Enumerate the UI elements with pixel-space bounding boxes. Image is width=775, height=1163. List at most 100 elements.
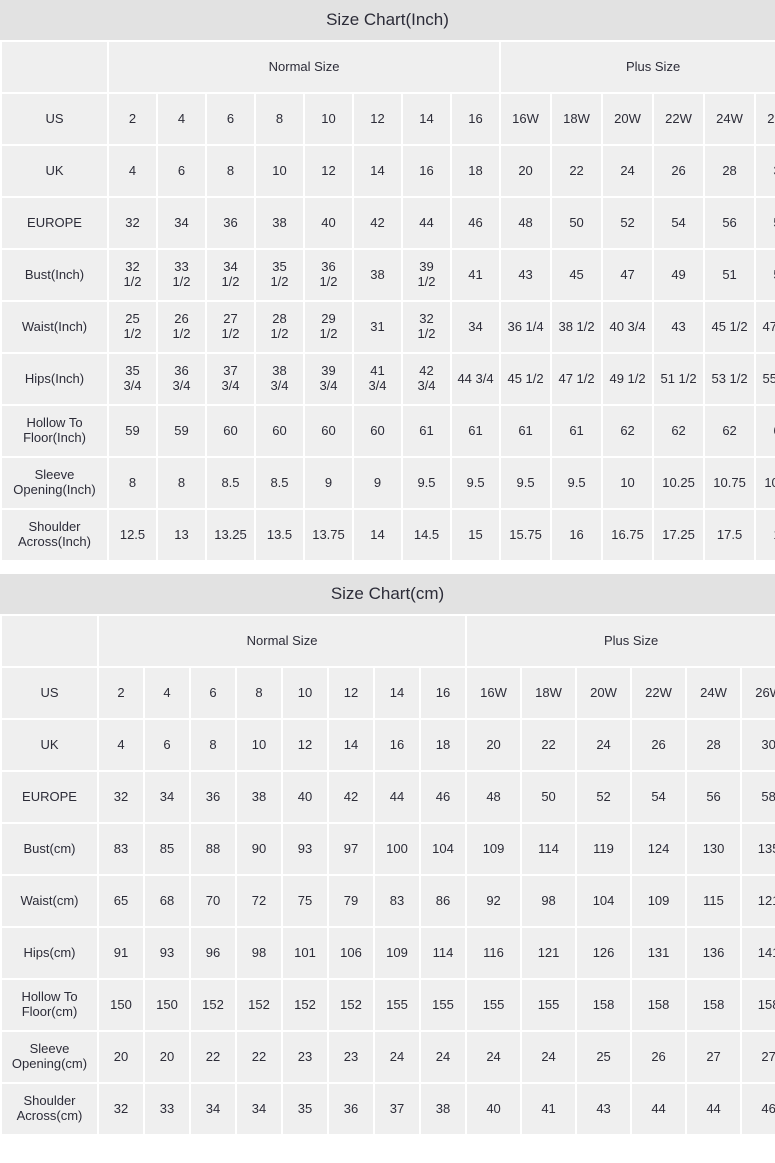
measurement-cell: 20 [467, 720, 521, 770]
measurement-cell: 23 [283, 1032, 327, 1082]
measurement-cell: 38 [256, 198, 303, 248]
measurement-cell: 38 3/4 [256, 354, 303, 404]
measurement-cell: 27 [687, 1032, 741, 1082]
measurement-cell: 20 [99, 1032, 143, 1082]
measurement-cell: 17.25 [654, 510, 704, 560]
measurement-cell: 4 [99, 720, 143, 770]
measurement-cell: 14.5 [403, 510, 450, 560]
measurement-cell: 44 3/4 [452, 354, 500, 404]
row-label: Hollow To Floor(Inch) [2, 406, 107, 456]
measurement-cell: 33 [145, 1084, 189, 1134]
measurement-cell: 40 [305, 198, 352, 248]
measurement-cell: 86 [421, 876, 466, 926]
measurement-cell: 109 [375, 928, 419, 978]
measurement-cell: 109 [467, 824, 521, 874]
measurement-cell: 100 [375, 824, 419, 874]
measurement-cell: 36 [191, 772, 235, 822]
measurement-cell: 36 [207, 198, 254, 248]
measurement-cell: 124 [632, 824, 686, 874]
measurement-cell: 75 [283, 876, 327, 926]
row-label: Hips(cm) [2, 928, 97, 978]
measurement-cell: 51 [705, 250, 755, 300]
measurement-cell: 46 [452, 198, 500, 248]
table-row: Sleeve Opening(Inch) 8 8 8.5 8.5 9 9 9.5 9.5 9.5 9… [2, 458, 775, 508]
row-label: Sleeve Opening(Inch) [2, 458, 107, 508]
measurement-cell: 8.5 [207, 458, 254, 508]
measurement-cell: 59 [158, 406, 205, 456]
table-row: Waist(cm) 65 68 70 72 75 79 83 86 92 98 104 109 115 12… [2, 876, 775, 926]
measurement-cell: 13.25 [207, 510, 254, 560]
measurement-cell: 44 [632, 1084, 686, 1134]
measurement-cell: 65 [99, 876, 143, 926]
measurement-cell: 55 1/2 [756, 354, 775, 404]
measurement-cell: 60 [256, 406, 303, 456]
measurement-cell: 32 [99, 1084, 143, 1134]
row-label: Shoulder Across(cm) [2, 1084, 97, 1134]
measurement-cell: 26 [654, 146, 704, 196]
measurement-cell: 48 [467, 772, 521, 822]
measurement-cell: 23 [329, 1032, 373, 1082]
measurement-cell: 26 [632, 1032, 686, 1082]
measurement-cell: 93 [283, 824, 327, 874]
measurement-cell: 85 [145, 824, 189, 874]
size-chart-cm: Size Chart(cm) Normal Size Plus Size US 2 4 6 8… [0, 574, 775, 1136]
row-label: Hips(Inch) [2, 354, 107, 404]
measurement-cell: 58 [742, 772, 775, 822]
measurement-cell: 22 [237, 1032, 281, 1082]
measurement-cell: 98 [237, 928, 281, 978]
measurement-cell: 150 [99, 980, 143, 1030]
measurement-cell: 39 1/2 [403, 250, 450, 300]
measurement-cell: 6 [207, 94, 254, 144]
measurement-cell: 91 [99, 928, 143, 978]
measurement-cell: 6 [191, 668, 235, 718]
measurement-cell: 35 [283, 1084, 327, 1134]
measurement-cell: 16 [403, 146, 450, 196]
measurement-cell: 38 [354, 250, 401, 300]
table-row: Waist(Inch) 25 1/2 26 1/2 27 1/2 28 1/2 29 1/… [2, 302, 775, 352]
measurement-cell: 61 [552, 406, 602, 456]
measurement-cell: 8.5 [256, 458, 303, 508]
row-label: Waist(cm) [2, 876, 97, 926]
measurement-cell: 158 [687, 980, 741, 1030]
measurement-cell: 34 [158, 198, 205, 248]
measurement-cell: 9.5 [452, 458, 500, 508]
measurement-cell: 22W [632, 668, 686, 718]
measurement-cell: 50 [552, 198, 602, 248]
measurement-cell: 150 [145, 980, 189, 1030]
measurement-cell: 10 [256, 146, 303, 196]
measurement-cell: 50 [522, 772, 576, 822]
measurement-cell: 46 [421, 772, 466, 822]
measurement-cell: 43 [577, 1084, 631, 1134]
group-header-row: Normal Size Plus Size [2, 616, 775, 666]
measurement-cell: 37 3/4 [207, 354, 254, 404]
measurement-cell: 18 [452, 146, 500, 196]
measurement-cell: 40 [467, 1084, 521, 1134]
table-row: Hollow To Floor(Inch) 59 59 60 60 60 60 61 61 61 6… [2, 406, 775, 456]
measurement-cell: 45 1/2 [501, 354, 551, 404]
row-label: Bust(cm) [2, 824, 97, 874]
measurement-cell: 36 3/4 [158, 354, 205, 404]
measurement-cell: 152 [283, 980, 327, 1030]
measurement-cell: 8 [256, 94, 303, 144]
chart-separator [0, 562, 775, 574]
measurement-cell: 43 [501, 250, 551, 300]
measurement-cell: 53 1/2 [705, 354, 755, 404]
measurement-cell: 20 [501, 146, 551, 196]
measurement-cell: 26W [756, 94, 775, 144]
measurement-cell: 28 [705, 146, 755, 196]
measurement-cell: 70 [191, 876, 235, 926]
measurement-cell: 158 [742, 980, 775, 1030]
measurement-cell: 61 [452, 406, 500, 456]
measurement-cell: 116 [467, 928, 521, 978]
measurement-cell: 10.75 [756, 458, 775, 508]
measurement-cell: 13.5 [256, 510, 303, 560]
measurement-cell: 38 [237, 772, 281, 822]
measurement-cell: 93 [145, 928, 189, 978]
row-label: Bust(Inch) [2, 250, 107, 300]
measurement-cell: 8 [109, 458, 156, 508]
measurement-cell: 35 3/4 [109, 354, 156, 404]
row-label: EUROPE [2, 772, 97, 822]
measurement-cell: 31 [354, 302, 401, 352]
